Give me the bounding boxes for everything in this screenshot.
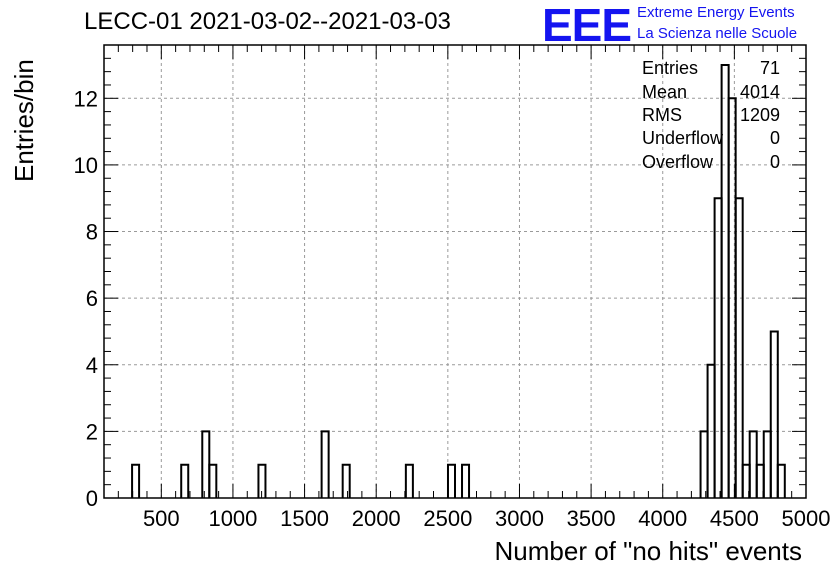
stat-label: Overflow xyxy=(642,152,714,172)
histogram-bin xyxy=(446,463,456,498)
chart-title: LECC-01 2021-03-02--2021-03-03 xyxy=(84,8,451,35)
stat-value: 4014 xyxy=(739,82,780,102)
stat-entries: Entries 71 xyxy=(642,58,780,79)
stat-overflow: Overflow 0 xyxy=(642,152,780,173)
histogram-bin xyxy=(699,430,709,498)
y-tick-label: 12 xyxy=(74,86,98,111)
stat-label: Mean xyxy=(642,82,688,102)
histogram-bin xyxy=(208,463,218,498)
x-tick-label: 1000 xyxy=(208,506,257,531)
histogram-bin xyxy=(180,463,190,498)
stat-rms: RMS 1209 xyxy=(642,105,780,126)
x-tick-label: 5000 xyxy=(782,506,831,531)
y-tick-label: 0 xyxy=(86,486,98,511)
stat-label: Entries xyxy=(642,58,699,78)
x-tick-label: 500 xyxy=(143,506,180,531)
histogram-bin xyxy=(461,463,471,498)
histogram-bin xyxy=(713,197,723,498)
stat-value: 1209 xyxy=(739,105,780,125)
histogram-bin xyxy=(341,463,351,498)
x-axis-label: Number of "no hits" events xyxy=(494,536,803,566)
histogram-bin xyxy=(748,430,758,498)
y-tick-label: 10 xyxy=(74,153,98,178)
y-tick-label: 4 xyxy=(86,353,98,378)
x-tick-label: 2000 xyxy=(352,506,401,531)
x-tick-label: 3500 xyxy=(567,506,616,531)
histogram-bin xyxy=(776,463,786,498)
stat-label: Underflow xyxy=(642,128,724,148)
y-tick-label: 6 xyxy=(86,286,98,311)
logo-line-1: Extreme Energy Events xyxy=(637,4,795,21)
stat-label: RMS xyxy=(642,105,682,125)
stat-mean: Mean 4014 xyxy=(642,82,780,103)
histogram-bin xyxy=(320,430,330,498)
x-tick-label: 3000 xyxy=(495,506,544,531)
histogram-bin xyxy=(734,197,744,498)
x-tick-label: 1500 xyxy=(280,506,329,531)
histogram-bin xyxy=(201,430,211,498)
y-tick-label: 8 xyxy=(86,220,98,245)
y-tick-label: 2 xyxy=(86,419,98,444)
stat-value: 71 xyxy=(759,58,780,78)
stat-value: 0 xyxy=(769,152,780,172)
histogram-bin xyxy=(762,430,772,498)
histogram-bin xyxy=(131,463,141,498)
x-tick-label: 4500 xyxy=(710,506,759,531)
stat-value: 0 xyxy=(769,128,780,148)
eee-logo: EEE xyxy=(542,0,632,51)
histogram-bin xyxy=(404,463,414,498)
logo-line-2: La Scienza nelle Scuole xyxy=(637,25,798,42)
x-tick-label: 4000 xyxy=(638,506,687,531)
histogram-bin xyxy=(769,330,779,498)
histogram-bin xyxy=(257,463,267,498)
x-tick-label: 2500 xyxy=(423,506,472,531)
stat-underflow: Underflow 0 xyxy=(642,128,780,149)
